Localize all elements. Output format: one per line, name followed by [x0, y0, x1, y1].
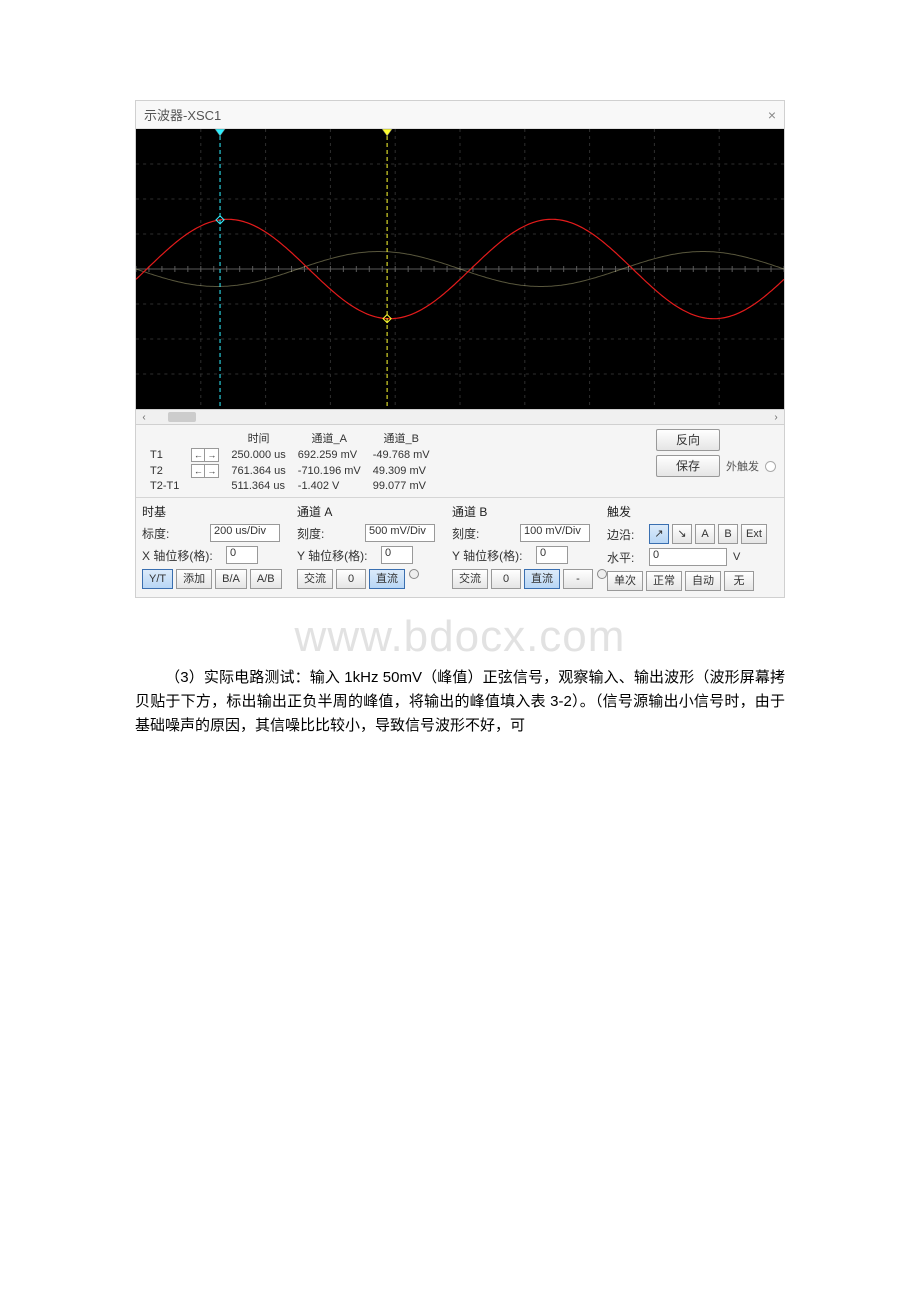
timebase-scale-label: 标度:: [142, 525, 206, 542]
chb-scale-label: 刻度:: [452, 525, 516, 542]
dt-time: 511.364 us: [225, 479, 291, 493]
horizontal-scrollbar[interactable]: ‹ ›: [136, 409, 784, 425]
trigger-mode-0[interactable]: 单次: [607, 571, 643, 591]
window-title: 示波器-XSC1: [144, 105, 768, 124]
channel-b-group: 通道 B 刻度: 100 mV/Div Y 轴位移(格): 0 交流0直流-: [452, 501, 607, 591]
row-t2-label: T2: [144, 463, 185, 479]
cha-scale-label: 刻度:: [297, 525, 361, 542]
timebase-mode-2[interactable]: B/A: [215, 569, 247, 589]
watermark-text: www.bdocx.com: [135, 612, 785, 662]
trigger-level-label: 水平:: [607, 549, 645, 566]
t2-cha: -710.196 mV: [292, 463, 367, 479]
chb-coupling-0[interactable]: 交流: [452, 569, 488, 589]
timebase-xpos-label: X 轴位移(格):: [142, 547, 222, 564]
t2-chb: 49.309 mV: [367, 463, 436, 479]
t2-time: 761.364 us: [225, 463, 291, 479]
edge-button-2[interactable]: A: [695, 524, 715, 544]
close-icon[interactable]: ×: [768, 107, 776, 123]
document-paragraph: （3）实际电路测试：输入 1kHz 50mV（峰值）正弦信号，观察输入、输出波形…: [135, 662, 785, 738]
reverse-button[interactable]: 反向: [656, 429, 720, 451]
chb-coupling-3[interactable]: -: [563, 569, 593, 589]
row-dt-label: T2-T1: [144, 479, 185, 493]
edge-button-3[interactable]: B: [718, 524, 738, 544]
ext-trigger-label: 外触发: [726, 458, 759, 474]
trigger-group: 触发 边沿: ↗↘ABExt 水平: 0 V 单次正常自动无: [607, 501, 778, 591]
scroll-right-icon[interactable]: ›: [768, 412, 784, 423]
cha-ypos-input[interactable]: 0: [381, 546, 413, 564]
trigger-mode-2[interactable]: 自动: [685, 571, 721, 591]
timebase-mode-0[interactable]: Y/T: [142, 569, 173, 589]
cha-coupling-indicator-icon: [409, 569, 419, 579]
edge-button-0[interactable]: ↗: [649, 524, 669, 544]
cha-ypos-label: Y 轴位移(格):: [297, 547, 377, 564]
trigger-mode-3[interactable]: 无: [724, 571, 754, 591]
titlebar: 示波器-XSC1 ×: [136, 101, 784, 129]
row-t1-label: T1: [144, 447, 185, 463]
measurement-readouts: 时间 通道_A 通道_B T1 ←→ 250.000 us 692.259 mV…: [136, 425, 784, 497]
trigger-mode-1[interactable]: 正常: [646, 571, 682, 591]
chb-coupling-indicator-icon: [597, 569, 607, 579]
cha-coupling-1[interactable]: 0: [336, 569, 366, 589]
chb-coupling-1[interactable]: 0: [491, 569, 521, 589]
t1-chb: -49.768 mV: [367, 447, 436, 463]
t1-cha: 692.259 mV: [292, 447, 367, 463]
timebase-mode-3[interactable]: A/B: [250, 569, 282, 589]
trigger-edge-label: 边沿:: [607, 526, 645, 543]
channel-a-group: 通道 A 刻度: 500 mV/Div Y 轴位移(格): 0 交流0直流: [297, 501, 452, 591]
trigger-level-unit: V: [731, 551, 740, 563]
cha-coupling-2[interactable]: 直流: [369, 569, 405, 589]
trigger-level-input[interactable]: 0: [649, 548, 727, 566]
chb-ypos-input[interactable]: 0: [536, 546, 568, 564]
t1-left-icon[interactable]: ←: [191, 448, 205, 462]
timebase-xpos-input[interactable]: 0: [226, 546, 258, 564]
oscilloscope-window: 示波器-XSC1 × ‹ › 时间 通道_A 通道_B: [135, 100, 785, 598]
ext-trigger-indicator-icon: [765, 461, 776, 472]
scroll-left-icon[interactable]: ‹: [136, 412, 152, 423]
col-time: 时间: [225, 429, 291, 447]
cha-coupling-0[interactable]: 交流: [297, 569, 333, 589]
cha-scale-input[interactable]: 500 mV/Div: [365, 524, 435, 542]
t2-right-icon[interactable]: →: [205, 464, 219, 478]
dt-chb: 99.077 mV: [367, 479, 436, 493]
edge-button-4[interactable]: Ext: [741, 524, 767, 544]
timebase-mode-1[interactable]: 添加: [176, 569, 212, 589]
dt-cha: -1.402 V: [292, 479, 367, 493]
timebase-title: 时基: [142, 501, 297, 522]
timebase-scale-input[interactable]: 200 us/Div: [210, 524, 280, 542]
save-button[interactable]: 保存: [656, 455, 720, 477]
scroll-track[interactable]: [152, 412, 768, 422]
cha-title: 通道 A: [297, 501, 452, 522]
edge-button-1[interactable]: ↘: [672, 524, 692, 544]
timebase-group: 时基 标度: 200 us/Div X 轴位移(格): 0 Y/T添加B/AA/…: [142, 501, 297, 591]
scope-display[interactable]: [136, 129, 784, 409]
t1-right-icon[interactable]: →: [205, 448, 219, 462]
t2-left-icon[interactable]: ←: [191, 464, 205, 478]
scroll-thumb[interactable]: [168, 412, 196, 422]
controls-panel: 时基 标度: 200 us/Div X 轴位移(格): 0 Y/T添加B/AA/…: [136, 497, 784, 597]
chb-ypos-label: Y 轴位移(格):: [452, 547, 532, 564]
chb-coupling-2[interactable]: 直流: [524, 569, 560, 589]
trigger-title: 触发: [607, 501, 778, 522]
t1-time: 250.000 us: [225, 447, 291, 463]
chb-title: 通道 B: [452, 501, 607, 522]
col-cha: 通道_A: [292, 429, 367, 447]
chb-scale-input[interactable]: 100 mV/Div: [520, 524, 590, 542]
col-chb: 通道_B: [367, 429, 436, 447]
